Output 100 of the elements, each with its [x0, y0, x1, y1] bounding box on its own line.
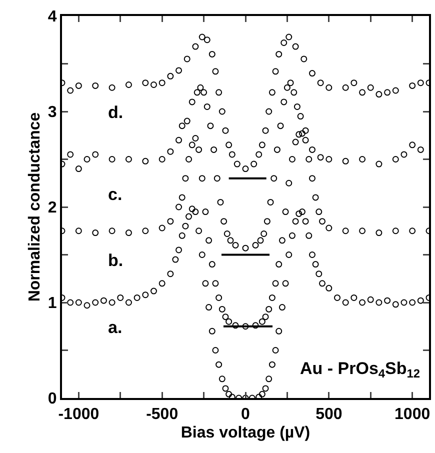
point [226, 142, 232, 148]
point [202, 208, 209, 216]
y-tick-label: 2 [48, 200, 57, 217]
point [290, 89, 298, 96]
series-label: b. [108, 251, 124, 270]
point [184, 56, 190, 62]
point [350, 80, 358, 86]
point [417, 146, 424, 153]
y-tick-label: 1 [48, 295, 57, 312]
series-label: a. [108, 318, 122, 337]
point [226, 318, 232, 325]
point [217, 198, 224, 206]
point [176, 136, 182, 144]
point [125, 82, 132, 88]
point [302, 136, 309, 144]
point [167, 72, 174, 80]
point [224, 230, 230, 237]
point [214, 175, 220, 182]
point [272, 68, 279, 75]
point [359, 89, 366, 96]
point [176, 204, 182, 210]
point [208, 50, 216, 58]
point [75, 166, 82, 172]
point [308, 70, 316, 77]
point [292, 138, 299, 146]
point [264, 218, 270, 225]
point [252, 242, 259, 248]
point [184, 118, 190, 124]
point [250, 160, 258, 168]
x-tick-label: -500 [146, 406, 178, 424]
point [342, 158, 349, 164]
point [276, 261, 282, 268]
x-tick-label: 0 [241, 406, 250, 424]
point [417, 80, 424, 86]
point [176, 67, 182, 74]
point [392, 87, 399, 94]
point [298, 130, 306, 137]
point [234, 160, 240, 168]
point [167, 148, 174, 155]
point [260, 230, 268, 237]
point [278, 237, 286, 244]
point [297, 113, 304, 120]
point [228, 151, 236, 158]
point [268, 294, 276, 301]
point [216, 89, 222, 96]
point [212, 68, 219, 75]
point [326, 224, 332, 232]
point [220, 218, 228, 225]
point [204, 103, 210, 110]
point [67, 151, 74, 158]
point [192, 134, 199, 142]
point [286, 34, 292, 40]
point [158, 224, 166, 232]
point [359, 228, 366, 234]
point [274, 146, 280, 153]
point [75, 228, 82, 234]
point [272, 280, 279, 287]
point [178, 122, 186, 130]
point [108, 84, 116, 91]
point [108, 228, 116, 234]
point [257, 237, 264, 244]
point [258, 318, 266, 325]
point [242, 166, 249, 172]
point [367, 84, 374, 91]
point [208, 261, 216, 268]
point [192, 43, 199, 50]
point [142, 80, 149, 86]
point [242, 323, 249, 330]
y-tick-label: 3 [48, 104, 57, 122]
point [312, 194, 319, 201]
point [308, 175, 316, 182]
point [376, 91, 382, 98]
point [277, 122, 284, 130]
point [197, 84, 204, 91]
point [280, 98, 288, 106]
y-tick-label: 4 [48, 8, 57, 26]
point [222, 127, 229, 134]
point [266, 108, 272, 115]
point [158, 80, 166, 86]
point [280, 39, 288, 46]
x-axis-title: Bias voltage (µV) [180, 424, 310, 442]
point [302, 127, 309, 134]
point [409, 228, 416, 234]
point [218, 306, 226, 312]
point [67, 87, 74, 94]
point [178, 194, 186, 201]
point [317, 154, 324, 161]
point [216, 294, 222, 301]
point [194, 89, 200, 96]
point [204, 36, 210, 44]
point [125, 230, 132, 236]
point [409, 142, 416, 148]
point [384, 89, 391, 96]
point [198, 34, 206, 40]
point [306, 156, 312, 162]
point [242, 244, 249, 252]
point [392, 228, 399, 234]
point [218, 108, 226, 115]
point [84, 156, 90, 162]
point [75, 82, 82, 89]
